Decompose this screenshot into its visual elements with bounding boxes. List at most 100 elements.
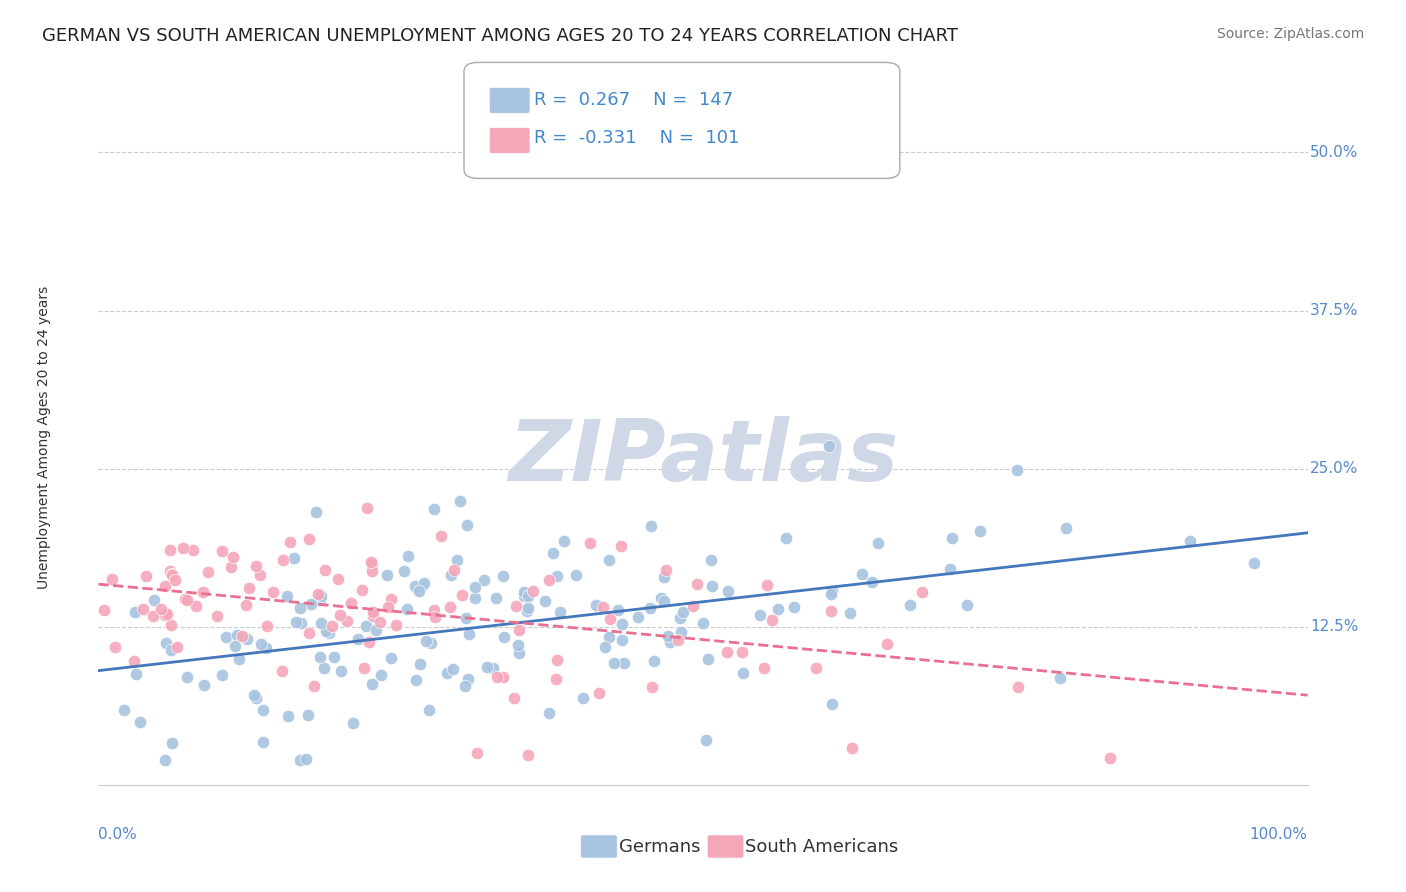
Point — [1054, 521, 1077, 535]
Point — [211, 544, 233, 558]
Point — [254, 640, 277, 655]
Point — [360, 555, 382, 569]
Point — [238, 581, 260, 595]
Point — [184, 599, 207, 613]
Point — [112, 702, 135, 716]
Point — [159, 564, 181, 578]
Point — [256, 619, 278, 633]
Point — [181, 543, 204, 558]
Point — [467, 746, 489, 760]
Point — [101, 572, 124, 586]
Text: R =  0.267    N =  147: R = 0.267 N = 147 — [534, 91, 734, 110]
Point — [1049, 671, 1071, 685]
Point — [503, 690, 526, 705]
Point — [477, 660, 499, 674]
Point — [733, 665, 755, 680]
Point — [592, 600, 614, 615]
Text: Germans: Germans — [619, 838, 700, 855]
Point — [939, 561, 962, 575]
Point — [211, 667, 233, 681]
Point — [766, 602, 789, 616]
Point — [817, 439, 839, 453]
Point — [697, 651, 720, 665]
Point — [336, 614, 359, 628]
Point — [377, 600, 399, 615]
Point — [598, 630, 620, 644]
Point — [290, 616, 312, 631]
Point — [408, 584, 430, 599]
Text: 37.5%: 37.5% — [1310, 303, 1358, 318]
Point — [412, 575, 434, 590]
Point — [485, 591, 508, 605]
Point — [650, 591, 672, 605]
Point — [613, 656, 636, 670]
Point — [538, 706, 561, 720]
Point — [329, 664, 352, 678]
Point — [695, 733, 717, 747]
Point — [245, 559, 267, 574]
Point — [142, 608, 165, 623]
Text: R =  -0.331    N =  101: R = -0.331 N = 101 — [534, 129, 740, 147]
Point — [318, 625, 340, 640]
Point — [579, 536, 602, 550]
Point — [513, 590, 536, 604]
Point — [396, 549, 419, 563]
Point — [860, 575, 883, 590]
Point — [163, 573, 186, 587]
Point — [321, 619, 343, 633]
Point — [305, 505, 328, 519]
Point — [252, 735, 274, 749]
Point — [311, 589, 333, 603]
Point — [1243, 556, 1265, 570]
Point — [405, 673, 427, 687]
Point — [492, 630, 515, 644]
Point — [361, 557, 384, 571]
Point — [446, 552, 468, 566]
Point — [546, 569, 568, 583]
Point — [638, 600, 661, 615]
Point — [132, 601, 155, 615]
Point — [298, 626, 321, 640]
Point — [288, 753, 311, 767]
Point — [544, 672, 567, 686]
Point — [224, 639, 246, 653]
Point — [492, 669, 515, 683]
Point — [609, 539, 631, 553]
Point — [135, 568, 157, 582]
Point — [436, 665, 458, 680]
Point — [370, 668, 392, 682]
Point — [669, 624, 692, 639]
Point — [516, 604, 538, 618]
Point — [612, 633, 634, 648]
Point — [193, 678, 215, 692]
Point — [309, 616, 332, 631]
Point — [283, 551, 305, 566]
Point — [415, 634, 437, 648]
Point — [458, 627, 481, 641]
Point — [156, 607, 179, 622]
Point — [643, 654, 665, 668]
Point — [228, 652, 250, 666]
Point — [249, 637, 271, 651]
Point — [548, 605, 571, 619]
Point — [598, 553, 620, 567]
Point — [517, 748, 540, 763]
Point — [361, 606, 384, 620]
Point — [454, 679, 477, 693]
Point — [299, 598, 322, 612]
Point — [522, 584, 544, 599]
Point — [440, 567, 463, 582]
Point — [249, 568, 271, 582]
Point — [420, 636, 443, 650]
Point — [340, 596, 363, 610]
Point — [342, 716, 364, 731]
Point — [599, 612, 621, 626]
Point — [506, 639, 529, 653]
Point — [236, 632, 259, 647]
Point — [641, 680, 664, 694]
Point — [546, 653, 568, 667]
Point — [572, 690, 595, 705]
Point — [162, 735, 184, 749]
Point — [627, 609, 650, 624]
Point — [222, 550, 245, 565]
